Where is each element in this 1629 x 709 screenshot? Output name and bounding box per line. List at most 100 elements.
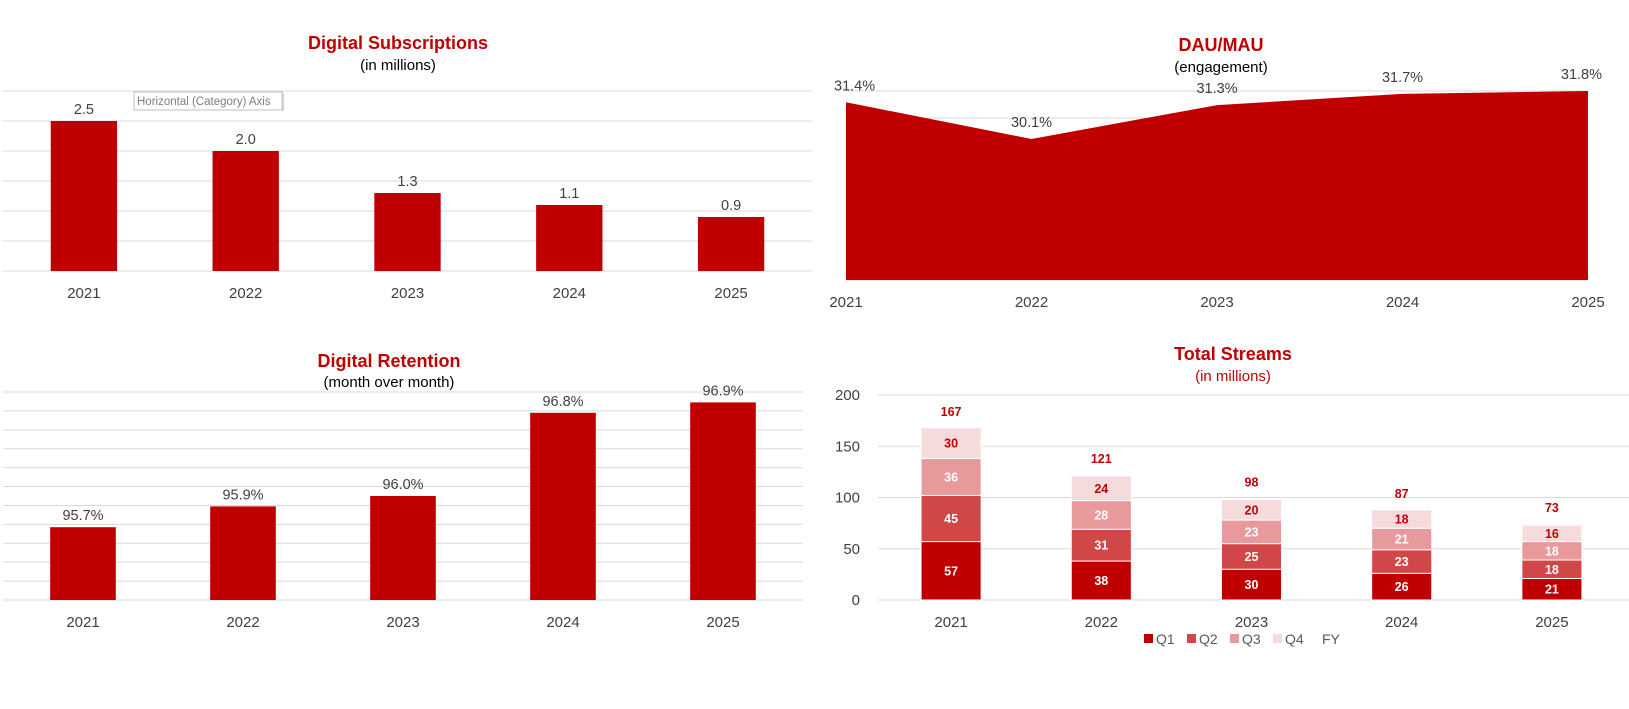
segment-label: 31 [1094,539,1108,553]
data-label: 31.7% [1382,70,1423,86]
bar-2022[interactable] [212,151,279,271]
segment-label: 30 [944,437,958,451]
y-tick-label: 200 [835,387,860,404]
data-label: 31.3% [1196,81,1237,97]
x-tick-label: 2021 [66,614,99,631]
segment-q3-2021[interactable] [920,458,982,496]
x-tick-label: 2025 [714,285,747,302]
segment-label: 16 [1545,527,1559,541]
tooltip-text: Horizontal (Category) Axis [137,96,271,108]
segment-q4-2025[interactable] [1521,524,1583,543]
area-series[interactable] [846,91,1588,280]
segment-label: 45 [944,512,958,526]
y-tick-label: 150 [835,438,860,455]
total-label: 98 [1245,476,1259,490]
segment-label: 36 [944,471,958,485]
y-tick-label: 0 [852,592,860,609]
legend-swatch-q1 [1144,634,1153,643]
x-tick-label: 2023 [386,614,419,631]
segment-q2-2022[interactable] [1070,528,1132,562]
bar-2021[interactable] [50,121,118,271]
bar-2023[interactable] [374,193,441,271]
segment-label: 23 [1245,525,1259,539]
segment-label: 23 [1395,555,1409,569]
y-tick-label: 50 [843,541,860,558]
x-tick-label: 2023 [1200,294,1233,311]
x-tick-label: 2021 [934,614,967,631]
segment-label: 21 [1395,533,1409,547]
total-label: 73 [1545,501,1559,515]
y-tick-label: 100 [835,490,860,507]
data-label: 96.0% [382,477,423,493]
x-tick-label: 2024 [546,614,579,631]
segment-q4-2024[interactable] [1371,509,1433,529]
bar-2024[interactable] [530,412,596,600]
bar-2022[interactable] [210,506,276,600]
data-label: 2.0 [236,132,256,148]
segment-label: 30 [1245,578,1259,592]
bar-2021[interactable] [50,527,116,600]
x-tick-label: 2022 [226,614,259,631]
chart-title: Digital Subscriptions [308,33,488,53]
chart-total-streams[interactable]: Total Streams (in millions) 0 50 100 150 200… [835,344,1629,647]
segment-q1-2024[interactable] [1371,572,1433,601]
segment-label: 26 [1395,580,1409,594]
segment-q1-2022[interactable] [1070,560,1132,601]
x-tick-label: 2022 [229,285,262,302]
chart-digital-subscriptions[interactable]: Digital Subscriptions (in millions) 2.5 2… [3,33,812,302]
chart-subtitle: (in millions) [360,57,436,74]
legend-label-q2: Q2 [1199,631,1218,647]
x-tick-label: 2025 [706,614,739,631]
chart-dau-mau[interactable]: DAU/MAU (engagement) 31.4% 30.1% 31.3% 31.7… [829,35,1604,311]
legend-swatch-q4 [1273,634,1282,643]
bar-2023[interactable] [370,496,436,600]
data-label: 1.1 [559,186,579,202]
segment-q4-2021[interactable] [920,427,982,460]
x-tick-label: 2024 [553,285,586,302]
bar-2024[interactable] [536,205,603,271]
chart-title: DAU/MAU [1179,35,1264,55]
x-tick-label: 2023 [391,285,424,302]
segment-q1-2021[interactable] [920,541,982,601]
segment-label: 24 [1094,482,1108,496]
x-tick-label: 2022 [1085,614,1118,631]
data-label: 31.8% [1561,67,1602,83]
total-label: 167 [941,405,962,419]
chart-digital-retention[interactable]: Digital Retention (month over month) 95.… [3,351,803,631]
x-tick-label: 2025 [1535,614,1568,631]
segment-label: 57 [944,564,958,578]
legend-label-q3: Q3 [1242,631,1261,647]
segment-q4-2023[interactable] [1220,499,1283,521]
data-label: 2.5 [74,102,94,118]
chart-subtitle: (engagement) [1174,59,1267,76]
data-label: 1.3 [397,174,417,190]
data-label: 95.9% [222,487,263,503]
x-tick-label: 2024 [1386,294,1419,311]
segment-q4-2022[interactable] [1070,475,1132,502]
segment-q2-2023[interactable] [1220,543,1283,570]
legend-label-fy: FY [1322,631,1341,647]
legend-label-q4: Q4 [1285,631,1304,647]
chart-subtitle: (in millions) [1195,368,1271,385]
chart-title: Total Streams [1174,344,1292,364]
bar-2025[interactable] [690,402,756,600]
segment-q3-2022[interactable] [1070,500,1132,530]
segment-label: 18 [1545,563,1559,577]
x-tick-label: 2021 [67,285,100,302]
data-label: 31.4% [834,78,875,94]
x-tick-label: 2022 [1015,294,1048,311]
segment-label: 18 [1395,513,1409,527]
chart-subtitle: (month over month) [324,374,455,391]
segment-label: 18 [1545,544,1559,558]
bar-2025[interactable] [697,217,765,271]
legend-label-q1: Q1 [1156,631,1175,647]
legend: Q1 Q2 Q3 Q4 FY [1144,631,1341,647]
segment-label: 20 [1245,503,1259,517]
x-tick-label: 2021 [829,294,862,311]
legend-swatch-q3 [1230,634,1239,643]
segment-label: 28 [1094,508,1108,522]
segment-q2-2021[interactable] [920,494,982,543]
data-label: 0.9 [721,198,741,214]
x-tick-label: 2024 [1385,614,1418,631]
